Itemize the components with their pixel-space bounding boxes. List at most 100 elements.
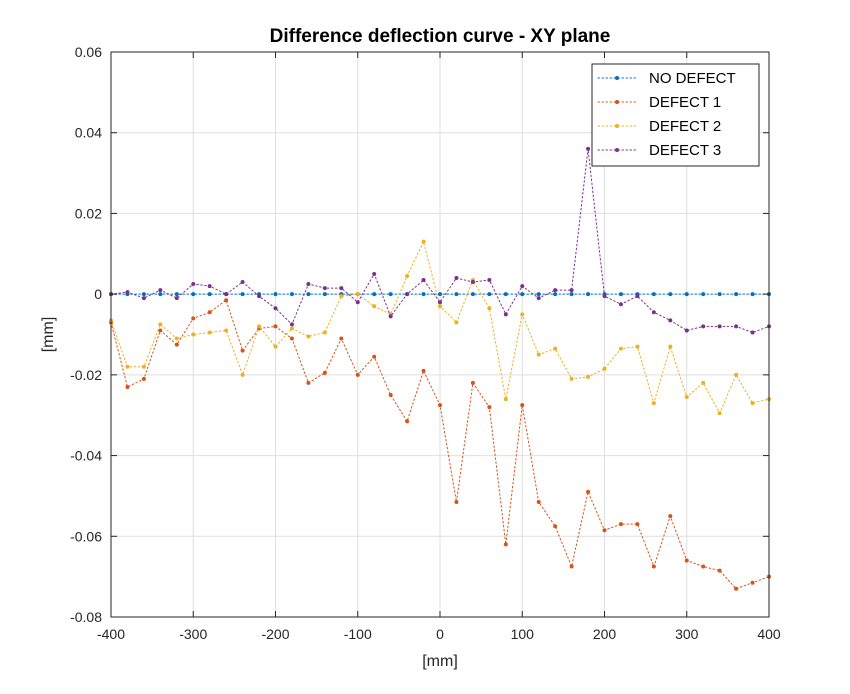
- data-point-no-defect: [141, 292, 146, 297]
- data-point-defect-2: [273, 344, 278, 349]
- data-point-defect-1: [355, 372, 360, 377]
- data-point-defect-1: [520, 403, 525, 408]
- data-point-defect-3: [651, 310, 656, 315]
- series-line-defect-3: [110, 148, 770, 334]
- data-point-defect-3: [224, 292, 229, 297]
- legend-item-defect-2: DEFECT 2: [597, 118, 721, 135]
- x-tick-label: 100: [511, 626, 535, 642]
- data-point-defect-2: [141, 364, 146, 369]
- data-point-defect-1: [569, 564, 574, 569]
- data-point-defect-1: [635, 522, 640, 527]
- legend-swatch-marker: [615, 100, 619, 104]
- data-point-defect-3: [684, 328, 689, 333]
- data-point-defect-3: [421, 278, 426, 283]
- data-point-defect-1: [586, 489, 591, 494]
- series-defect-1: [109, 298, 771, 591]
- data-point-defect-2: [520, 312, 525, 317]
- data-point-defect-2: [191, 332, 196, 337]
- data-point-defect-3: [207, 284, 212, 289]
- data-point-defect-2: [701, 380, 706, 385]
- data-point-no-defect: [207, 292, 212, 297]
- legend-label: DEFECT 2: [649, 118, 721, 135]
- data-point-defect-3: [306, 282, 311, 287]
- data-point-defect-3: [734, 324, 739, 329]
- data-point-defect-2: [257, 324, 262, 329]
- data-point-defect-2: [240, 372, 245, 377]
- data-point-no-defect: [240, 292, 245, 297]
- data-point-defect-2: [553, 346, 558, 351]
- data-point-defect-2: [684, 395, 689, 400]
- y-tick-label: 0.06: [75, 44, 102, 60]
- data-point-defect-2: [602, 366, 607, 371]
- data-point-defect-2: [322, 330, 327, 335]
- data-point-no-defect: [520, 292, 525, 297]
- data-point-no-defect: [454, 292, 459, 297]
- x-tick-label: 0: [436, 626, 444, 642]
- legend-box: [591, 63, 760, 167]
- data-point-defect-2: [224, 328, 229, 333]
- data-point-defect-3: [503, 312, 508, 317]
- x-tick-label: -300: [179, 626, 207, 642]
- data-point-defect-1: [191, 316, 196, 321]
- data-point-defect-1: [701, 564, 706, 569]
- data-point-defect-2: [421, 239, 426, 244]
- data-point-defect-3: [289, 322, 294, 327]
- data-point-defect-2: [355, 292, 360, 297]
- data-point-no-defect: [701, 292, 706, 297]
- data-point-no-defect: [734, 292, 739, 297]
- data-point-defect-3: [536, 296, 541, 301]
- legend-swatch-marker: [615, 124, 619, 128]
- data-point-no-defect: [503, 292, 508, 297]
- series-layer: [109, 146, 771, 591]
- data-point-defect-1: [668, 514, 673, 519]
- data-point-defect-3: [586, 146, 591, 151]
- data-point-defect-3: [372, 271, 377, 276]
- data-point-defect-3: [322, 286, 327, 291]
- data-point-defect-2: [289, 326, 294, 331]
- data-point-defect-3: [569, 288, 574, 293]
- data-point-no-defect: [586, 292, 591, 297]
- data-point-defect-3: [717, 324, 722, 329]
- data-point-no-defect: [388, 292, 393, 297]
- data-point-defect-3: [141, 296, 146, 301]
- data-point-defect-3: [520, 284, 525, 289]
- data-point-defect-2: [174, 336, 179, 341]
- data-point-defect-1: [372, 354, 377, 359]
- x-tick-label: -100: [344, 626, 372, 642]
- data-point-defect-3: [125, 290, 130, 295]
- chart-title: Difference deflection curve - XY plane: [270, 26, 611, 47]
- data-point-defect-2: [717, 411, 722, 416]
- data-point-defect-3: [405, 292, 410, 297]
- data-point-defect-1: [240, 348, 245, 353]
- data-point-defect-3: [257, 294, 262, 299]
- legend-item-no-defect: NO DEFECT: [597, 70, 736, 87]
- y-tick-label: -0.02: [70, 367, 102, 383]
- data-point-defect-2: [635, 344, 640, 349]
- data-point-defect-2: [372, 304, 377, 309]
- data-point-no-defect: [536, 292, 541, 297]
- data-point-defect-3: [618, 302, 623, 307]
- y-tick-label: -0.04: [70, 448, 102, 464]
- data-point-no-defect: [651, 292, 656, 297]
- y-tick-label: -0.06: [70, 528, 102, 544]
- data-point-defect-1: [717, 568, 722, 573]
- data-point-defect-2: [438, 304, 442, 309]
- data-point-defect-3: [635, 294, 640, 299]
- data-point-defect-2: [586, 374, 591, 379]
- data-point-defect-1: [438, 403, 442, 408]
- data-point-defect-1: [536, 499, 541, 504]
- data-point-defect-2: [158, 322, 163, 327]
- data-point-defect-1: [339, 336, 344, 341]
- legend: NO DEFECT DEFECT 1 DEFECT 2 DEFECT 3: [591, 63, 760, 167]
- data-point-defect-1: [224, 298, 229, 303]
- y-tick-label: 0.04: [75, 125, 102, 141]
- data-point-defect-3: [158, 288, 163, 293]
- data-point-defect-3: [553, 288, 558, 293]
- data-point-defect-1: [125, 384, 130, 389]
- data-point-no-defect: [750, 292, 755, 297]
- y-tick-label: 0: [94, 286, 102, 302]
- data-point-defect-1: [158, 328, 163, 333]
- data-point-defect-1: [734, 586, 739, 591]
- series-defect-2: [109, 239, 771, 416]
